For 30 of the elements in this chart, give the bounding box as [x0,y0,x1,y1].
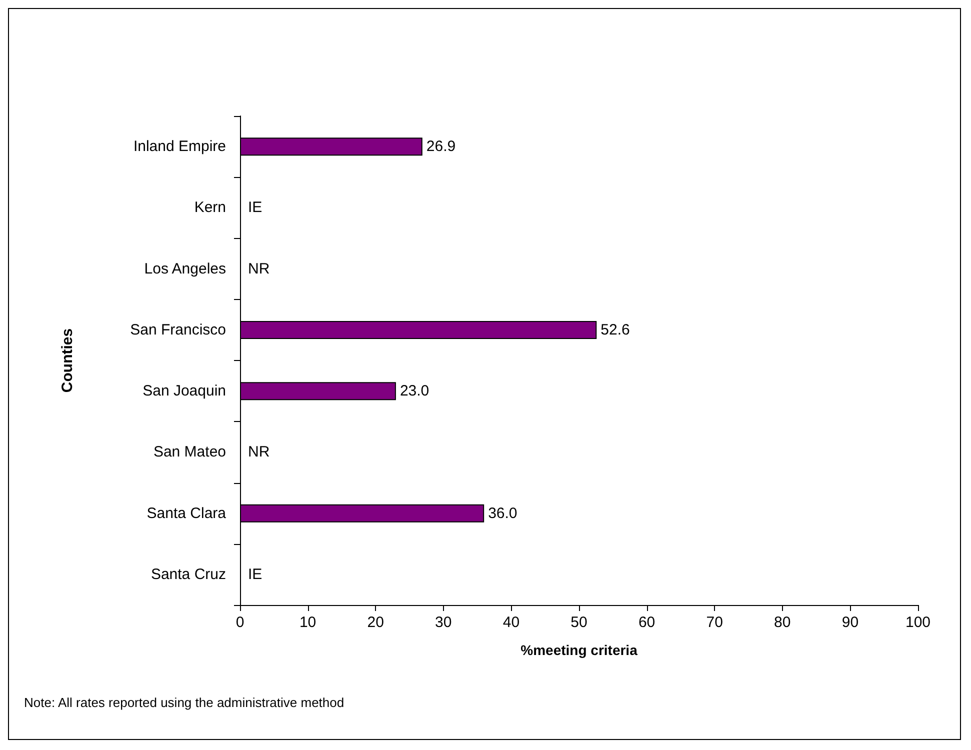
y-tick-label: Santa Cruz [150,566,226,583]
data-label: 26.9 [426,138,456,156]
x-tick-label: 50 [570,614,588,631]
y-tick-label: San Francisco [130,321,226,338]
y-tick-label: Inland Empire [133,138,226,156]
data-label: 52.6 [600,321,630,338]
data-label: 23.0 [400,382,430,400]
x-tick-label: 90 [842,614,859,631]
x-tick-label: 0 [236,614,244,631]
x-tick-label: 20 [367,614,384,631]
x-tick-label: 30 [435,614,452,631]
x-tick-label: 100 [905,614,931,631]
data-label: 36.0 [488,504,518,522]
text: NR [248,444,270,461]
x-tick-label: 60 [638,614,656,631]
x-tick-label: 10 [299,614,316,631]
x-tick-label: 80 [774,614,791,631]
x-axis-title: %meeting criteria [520,642,638,658]
y-tick-label: Santa Clara [146,504,227,522]
x-tick-label: 40 [502,614,520,631]
y-tick-label: San Joaquin [142,382,226,400]
text: Note: All rates reported using the administrative method [24,695,344,710]
text: IE [248,566,262,583]
y-tick-label: Kern [194,199,226,216]
text: IE [248,199,262,216]
y-tick-label: Los Angeles [144,260,226,278]
y-tick-label: San Mateo [153,444,226,461]
y-axis-title: Counties [59,328,76,393]
text: NR [248,260,270,278]
x-tick-label: 70 [706,614,723,631]
